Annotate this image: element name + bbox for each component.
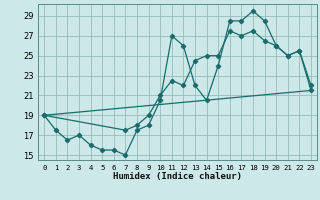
X-axis label: Humidex (Indice chaleur): Humidex (Indice chaleur): [113, 172, 242, 181]
